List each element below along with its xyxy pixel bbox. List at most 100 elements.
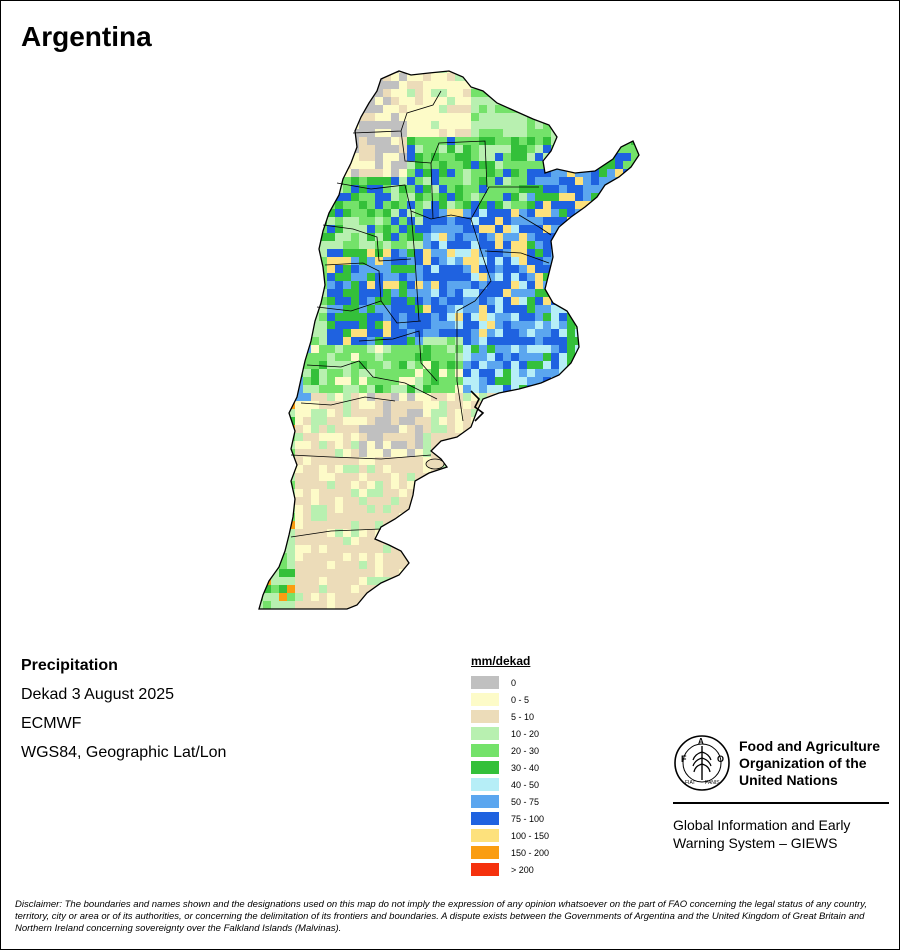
raster-cell [519, 71, 527, 73]
raster-cell [351, 257, 359, 265]
raster-cell [631, 273, 639, 281]
raster-cell [511, 385, 519, 393]
raster-cell [599, 449, 607, 457]
raster-cell [615, 529, 623, 537]
raster-cell [559, 401, 567, 409]
raster-cell [383, 289, 391, 297]
raster-cell [583, 489, 591, 497]
raster-cell [471, 409, 479, 417]
raster-cell [319, 441, 327, 449]
raster-cell [319, 393, 327, 401]
raster-cell [487, 185, 495, 193]
raster-cell [351, 417, 359, 425]
raster-cell [399, 369, 407, 377]
raster-cell [455, 577, 463, 585]
raster-cell [259, 305, 263, 313]
raster-cell [295, 329, 303, 337]
raster-cell [519, 217, 527, 225]
raster-cell [615, 233, 623, 241]
raster-cell [487, 465, 495, 473]
argentina-map[interactable] [1, 1, 900, 621]
raster-cell [615, 449, 623, 457]
raster-cell [519, 305, 527, 313]
raster-cell [551, 81, 559, 89]
raster-cell [479, 569, 487, 577]
raster-cell [367, 433, 375, 441]
raster-cell [527, 377, 535, 385]
raster-cell [359, 481, 367, 489]
raster-cell [399, 585, 407, 593]
raster-cell [383, 489, 391, 497]
raster-cell [259, 449, 263, 457]
raster-cell [519, 529, 527, 537]
raster-cell [399, 425, 407, 433]
raster-cell [327, 337, 335, 345]
raster-cell [599, 145, 607, 153]
raster-cell [551, 121, 559, 129]
raster-cell [359, 81, 367, 89]
raster-cell [391, 217, 399, 225]
raster-cell [447, 129, 455, 137]
raster-cell [583, 497, 591, 505]
raster-cell [359, 393, 367, 401]
raster-cell [575, 73, 583, 81]
raster-cell [535, 217, 543, 225]
raster-cell [607, 297, 615, 305]
raster-cell [423, 105, 431, 113]
raster-cell [423, 553, 431, 561]
raster-cell [279, 433, 287, 441]
raster-cell [591, 345, 599, 353]
raster-cell [511, 433, 519, 441]
raster-cell [319, 537, 327, 545]
raster-cell [511, 265, 519, 273]
raster-cell [639, 489, 647, 497]
raster-cell [631, 113, 639, 121]
raster-cell [631, 521, 639, 529]
raster-cell [591, 377, 599, 385]
raster-cell [439, 273, 447, 281]
raster-cell [303, 513, 311, 521]
raster-cell [479, 481, 487, 489]
raster-cell [327, 289, 335, 297]
raster-cell [271, 185, 279, 193]
raster-cell [415, 113, 423, 121]
raster-cell [511, 577, 519, 585]
raster-cell [423, 601, 431, 609]
raster-cell [551, 537, 559, 545]
raster-cell [391, 601, 399, 609]
raster-cell [439, 481, 447, 489]
raster-cell [527, 521, 535, 529]
raster-cell [615, 345, 623, 353]
raster-cell [431, 249, 439, 257]
legend-item: 30 - 40 [471, 759, 549, 776]
raster-cell [287, 265, 295, 273]
raster-cell [455, 169, 463, 177]
raster-cell [535, 593, 543, 601]
raster-cell [303, 585, 311, 593]
raster-cell [391, 305, 399, 313]
raster-cell [575, 353, 583, 361]
raster-cell [271, 177, 279, 185]
raster-cell [567, 465, 575, 473]
raster-cell [519, 505, 527, 513]
raster-cell [495, 481, 503, 489]
raster-cell [439, 409, 447, 417]
raster-cell [327, 217, 335, 225]
raster-cell [631, 345, 639, 353]
raster-cell [431, 297, 439, 305]
raster-cell [359, 249, 367, 257]
raster-cell [527, 433, 535, 441]
raster-cell [259, 169, 263, 177]
raster-cell [479, 601, 487, 609]
raster-cell [631, 337, 639, 345]
raster-cell [399, 161, 407, 169]
raster-cell [439, 113, 447, 121]
raster-cell [343, 393, 351, 401]
raster-cell [383, 265, 391, 273]
raster-cell [511, 593, 519, 601]
raster-cell [519, 265, 527, 273]
map-area[interactable] [1, 1, 900, 621]
raster-cell [271, 71, 279, 73]
raster-cell [631, 569, 639, 577]
raster-cell [599, 281, 607, 289]
